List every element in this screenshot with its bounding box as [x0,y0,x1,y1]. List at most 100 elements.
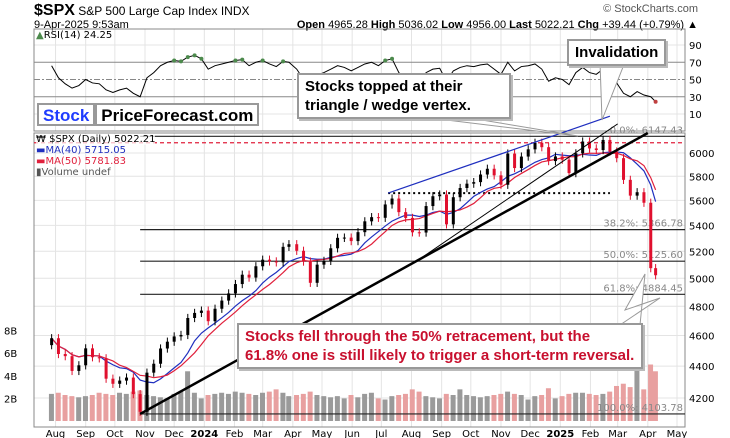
candle-body [118,380,122,384]
volume-bar [219,392,225,421]
volume-bar [355,397,361,421]
volume-bar [117,392,123,421]
candle-body [233,284,237,294]
candle-body [172,336,176,342]
candle-body [560,156,564,160]
last-value: 5022.21 [534,19,575,31]
candle-body [376,217,380,219]
y-tick-label: 4600 [689,332,714,343]
volume-bar [178,391,184,421]
x-tick-label: May [667,429,688,438]
volume-bar [471,396,477,421]
x-tick-label: 2025 [546,429,574,438]
candle-body [50,338,54,346]
volume-bar [348,395,354,421]
brand-part1: Stock [37,103,96,126]
candle-body [472,182,476,184]
candle-body [587,141,591,149]
candle-body [295,244,299,251]
quote-bar: Open 4965.28 High 5036.02 Low 4956.00 La… [297,19,698,31]
rsi-overbought-mark [281,59,286,64]
candle-body [654,268,658,276]
volume-bar [450,395,456,421]
volume-bar [389,396,395,421]
volume-legend-text: Volume undef [41,167,111,178]
candle-body [397,198,401,213]
candle-body [254,266,258,278]
candle-body [370,217,374,222]
volume-bar [157,397,163,421]
symbol: $SPX [34,2,75,19]
volume-bar [409,389,415,421]
volume-bar [457,389,463,421]
rsi-tick-label: 30 [689,93,702,104]
volume-bar [273,389,279,421]
volume-bar [103,393,109,421]
candle-body [417,232,421,234]
volume-legend: ▮Volume undef [36,167,111,178]
candle-body [125,377,129,381]
volume-bar [151,396,157,421]
candle-body [574,153,578,174]
x-tick-label: Oct [106,429,123,438]
volume-bar [130,391,136,421]
candle-body [479,174,483,183]
rsi-overbought-mark [233,58,238,63]
candle-body [179,334,183,337]
candle-body [159,348,163,364]
candle-body [97,357,101,359]
rsi-overbought-mark [185,55,190,60]
volume-bar [294,395,300,421]
volume-bar [266,391,272,421]
candle-body [240,274,244,285]
volume-bar [539,395,545,421]
y-tick-label: 5600 [689,196,714,207]
candle-body [567,159,571,174]
volume-bar [212,393,218,421]
volume-bar [198,398,204,421]
invalidation-pointer [599,61,626,121]
ma50-legend: ▬MA(50) 5781.83 [36,156,126,167]
volume-bar [321,396,327,421]
candle-body [622,158,626,180]
volume-bar [436,398,442,421]
y-tick-label: 5800 [689,172,714,183]
volume-bar [286,396,292,421]
rsi-legend-text: RSI(14) 24.25 [43,30,113,41]
low-value: 4956.00 [466,19,507,31]
candle-body [193,312,197,318]
rsi-oversold-mark [653,99,658,104]
volume-bar [423,396,429,421]
candle-body [642,192,646,203]
rsi-overbought-mark [240,57,245,62]
ma50-legend-text: MA(50) 5781.83 [45,156,126,167]
candle-body [220,300,224,309]
candle-body [274,261,278,263]
candle-body [287,244,291,247]
fib-label: 50.0%: 5125.60 [603,250,683,261]
volume-bar [430,397,436,421]
candle-body [356,232,360,242]
volume-bar [586,393,592,421]
volume-bar [62,395,68,421]
volume-bar [620,383,626,421]
x-tick-label: Apr [639,429,657,438]
x-tick-label: Aug [402,429,422,438]
volume-bar [511,393,517,421]
volume-bar [171,393,177,421]
rsi-overbought-mark [178,59,183,64]
x-tick-label: Mar [608,429,628,438]
volume-bar [552,398,558,421]
volume-bar [382,399,388,421]
candle-body [485,168,489,175]
candle-body [56,338,60,355]
volume-bar [634,358,640,421]
rsi-overbought-mark [172,58,177,63]
candle-body [104,358,108,379]
volume-bar [96,392,102,421]
volume-tick-label: 6B [4,349,17,360]
candle-body [329,248,333,261]
candle-body [635,192,639,196]
timestamp: 9-Apr-2025 9:53am [34,19,129,31]
x-tick-label: Jun [343,429,360,438]
